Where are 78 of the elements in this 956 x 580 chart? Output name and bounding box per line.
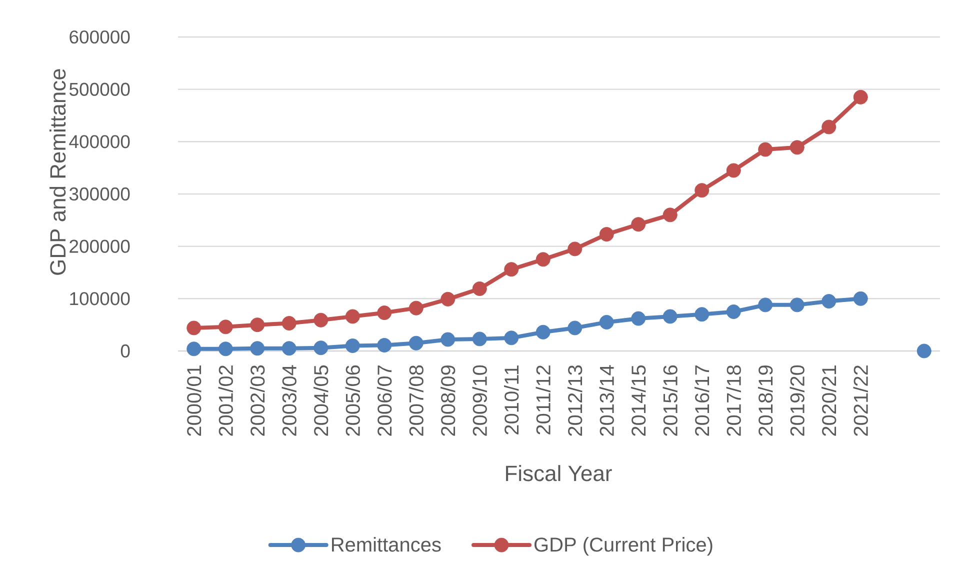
x-tick-label: 2004/05 — [314, 365, 328, 436]
point — [853, 291, 868, 306]
point — [218, 320, 233, 334]
y-tick-label: 200000 — [70, 240, 130, 253]
x-tick-label: 2011/12 — [536, 366, 550, 434]
point — [790, 140, 804, 155]
x-tick-label: 2000/01 — [186, 366, 202, 436]
x-tick-label: 2003/04 — [282, 365, 296, 436]
point — [631, 311, 646, 326]
point — [694, 183, 710, 198]
point — [440, 332, 456, 347]
x-axis-title: Fiscal Year — [506, 465, 612, 482]
legend-label: GDP (Current Price) — [534, 537, 712, 556]
y-tick-label: 300000 — [69, 187, 130, 201]
point — [186, 342, 202, 356]
point — [758, 298, 773, 312]
y-tick-label: 100000 — [70, 292, 130, 306]
point — [282, 341, 296, 356]
x-tick-label: 2015/16 — [662, 365, 678, 436]
x-tick-label: 2009/10 — [472, 365, 487, 436]
point — [536, 252, 550, 267]
point — [790, 298, 804, 312]
point — [536, 324, 550, 340]
point — [504, 330, 519, 346]
point — [758, 142, 773, 157]
y-tick-label: 500000 — [69, 82, 130, 96]
x-tick-label: 2012/13 — [568, 365, 582, 436]
point — [345, 338, 360, 354]
x-tick-label: 2018/19 — [758, 365, 773, 436]
point — [853, 90, 868, 104]
point — [694, 307, 710, 322]
y-axis-title: GDP and Remittance — [50, 69, 66, 275]
point — [282, 316, 296, 331]
point — [408, 300, 424, 316]
point — [408, 336, 424, 350]
point — [726, 163, 741, 178]
y-tick-label: 0 — [120, 344, 130, 358]
point — [726, 304, 741, 319]
point — [568, 320, 582, 336]
point — [314, 312, 328, 328]
y-tick-label: 400000 — [69, 135, 130, 148]
point — [250, 341, 265, 356]
x-tick-label: 2014/15 — [631, 365, 646, 436]
point — [916, 344, 932, 358]
x-tick-label: 2020/21 — [822, 366, 836, 436]
point — [314, 340, 328, 356]
point — [186, 320, 202, 336]
legend-label: Remittances — [332, 537, 441, 552]
x-tick-label: 2001/02 — [218, 366, 233, 436]
point — [822, 294, 836, 309]
point — [440, 292, 456, 306]
point — [345, 309, 360, 324]
point — [250, 318, 265, 332]
point — [472, 332, 487, 346]
x-tick-label: 2013/14 — [599, 365, 614, 436]
x-tick-label: 2010/11 — [504, 366, 519, 434]
x-tick-label: 2021/22 — [853, 366, 868, 436]
x-tick-label: 2007/08 — [408, 365, 424, 436]
point — [599, 227, 614, 242]
point — [377, 338, 392, 352]
point — [472, 281, 487, 296]
y-tick-label: 600000 — [70, 30, 130, 44]
point — [504, 262, 519, 277]
x-tick-label: 2006/07 — [377, 366, 392, 436]
point — [218, 342, 233, 356]
point — [822, 120, 836, 134]
point — [377, 306, 392, 320]
x-tick-label: 2019/20 — [790, 365, 804, 436]
point — [662, 208, 678, 222]
x-tick-label: 2005/06 — [345, 365, 360, 436]
point — [662, 309, 678, 324]
point — [631, 217, 646, 232]
point — [599, 314, 614, 330]
point — [568, 242, 582, 256]
x-tick-label: 2016/17 — [694, 366, 710, 436]
x-tick-label: 2017/18 — [726, 365, 741, 436]
x-tick-label: 2002/03 — [250, 365, 265, 436]
x-tick-label: 2008/09 — [440, 365, 456, 436]
